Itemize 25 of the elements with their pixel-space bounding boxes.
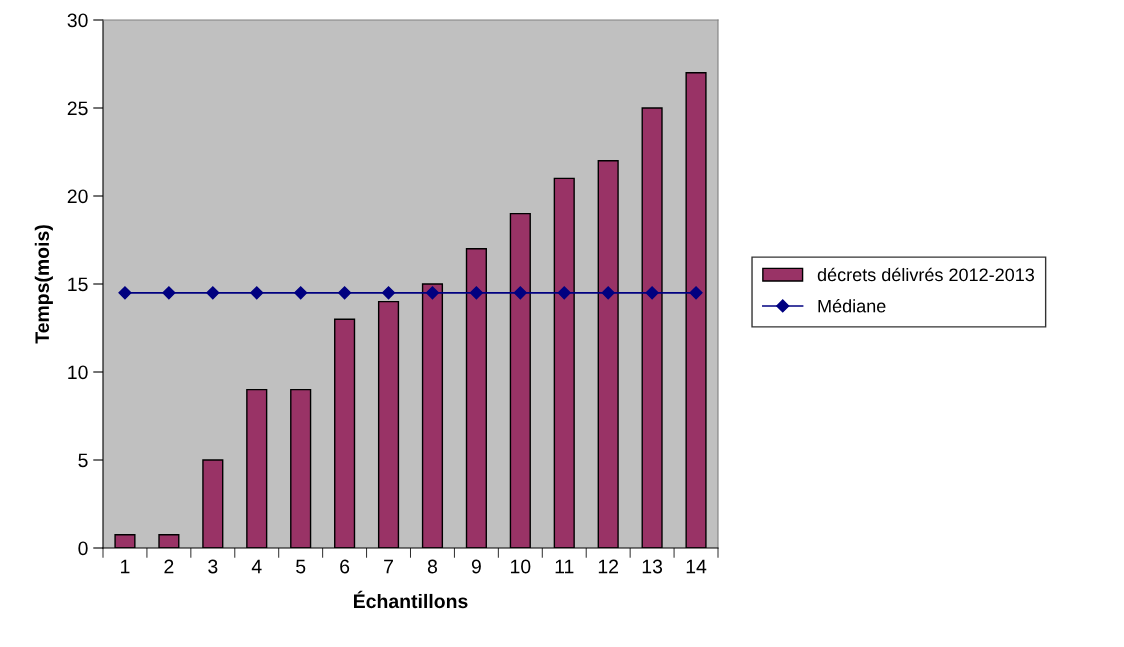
x-tick-label: 6 (340, 559, 350, 574)
x-tick-label: 4 (251, 559, 262, 574)
x-tick-label: 3 (208, 559, 218, 574)
y-tick-label: 30 (67, 13, 88, 28)
x-tick-label: 5 (296, 559, 306, 574)
y-tick-label: 5 (78, 453, 88, 468)
y-tick-label: 15 (68, 277, 88, 292)
x-tick-label: 14 (686, 559, 707, 574)
y-axis-title: Temps(mois) (34, 225, 53, 344)
y-tick-label: 0 (78, 541, 88, 556)
y-tick-label: 10 (68, 365, 88, 380)
x-tick-label: 1 (121, 559, 130, 574)
x-tick-label: 11 (555, 559, 574, 574)
x-axis-title: Échantillons (354, 590, 468, 609)
x-tick-label: 12 (598, 559, 619, 574)
x-tick-label: 2 (164, 559, 174, 574)
y-tick-label: 20 (67, 189, 88, 204)
x-tick-label: 9 (471, 559, 481, 574)
legend-label: décrets délivrés 2012-2013 (817, 267, 1035, 282)
legend-label: Médiane (818, 299, 886, 313)
x-tick-label: 13 (642, 559, 663, 574)
x-tick-label: 8 (427, 559, 438, 574)
y-tick-label: 25 (67, 101, 88, 116)
x-tick-label: 7 (384, 559, 393, 574)
x-tick-label: 10 (510, 559, 531, 574)
